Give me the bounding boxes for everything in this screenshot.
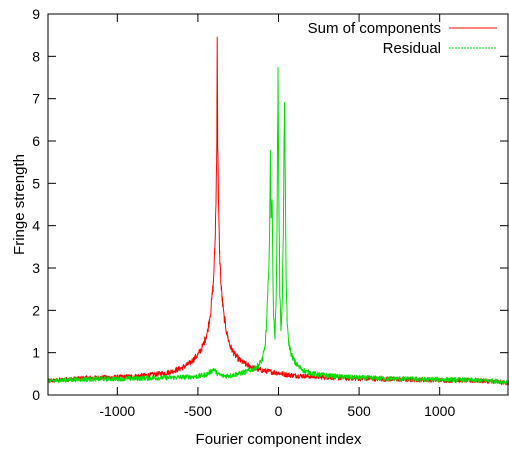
legend-label-residual: Residual [383, 40, 441, 57]
y-tick-label: 1 [32, 345, 40, 361]
y-tick-label: 6 [32, 133, 40, 149]
x-tick-label: -1000 [99, 403, 135, 419]
legend: Sum of components Residual [308, 20, 497, 57]
series-line-residual [47, 67, 509, 385]
x-tick-label: 1000 [424, 403, 455, 419]
y-tick-label: 8 [32, 48, 40, 64]
plot-frame [47, 13, 509, 396]
y-tick-label: 5 [32, 175, 40, 191]
y-tick-label: 2 [32, 302, 40, 318]
y-tick-label: 9 [32, 6, 40, 22]
y-tick-label: 3 [32, 260, 40, 276]
y-tick-label: 4 [32, 218, 40, 234]
tick-labels-layer: -1000 -500 0 500 1000 0 1 2 3 4 5 6 7 8 9 [32, 6, 455, 419]
x-tick-label: 0 [275, 403, 283, 419]
y-axis-title: Fringe strength [11, 154, 28, 255]
x-tick-label: -500 [184, 403, 212, 419]
series-layer [47, 36, 509, 386]
legend-label-sum-of-components: Sum of components [308, 20, 441, 37]
x-tick-label: 500 [347, 403, 371, 419]
x-axis-title: Fourier component index [196, 431, 362, 448]
y-tick-label: 0 [32, 387, 40, 403]
y-tick-label: 7 [32, 91, 40, 107]
